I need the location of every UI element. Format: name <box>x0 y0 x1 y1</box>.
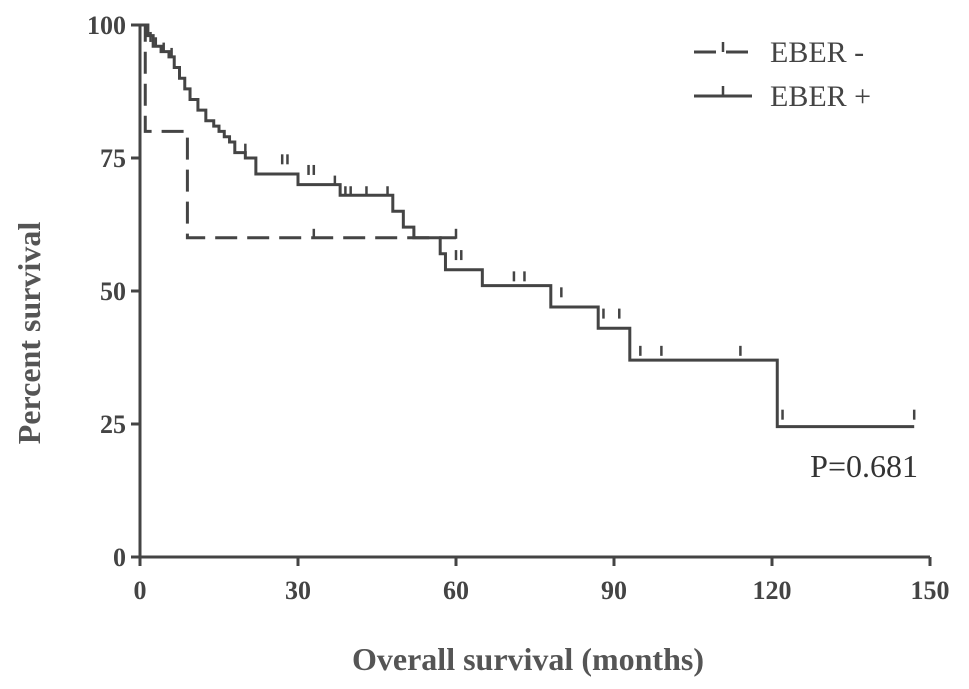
x-tick-label: 90 <box>601 576 627 605</box>
survival-curves <box>140 23 916 429</box>
x-tick-label: 0 <box>134 576 147 605</box>
survival-curve-eber-positive <box>140 23 915 429</box>
x-tick-label: 150 <box>911 576 950 605</box>
y-tick-label: 25 <box>100 410 126 439</box>
x-tick-label: 120 <box>753 576 792 605</box>
y-tick-label: 0 <box>113 543 126 572</box>
x-tick-label: 60 <box>443 576 469 605</box>
survival-curve-eber-negative <box>140 23 456 240</box>
y-tick-label: 75 <box>100 144 126 173</box>
x-axis-title: Overall survival (months) <box>352 641 704 677</box>
legend-label: EBER + <box>770 80 871 113</box>
p-value-annotation: P=0.681 <box>810 448 918 484</box>
y-tick-label: 50 <box>100 277 126 306</box>
x-tick-label: 30 <box>285 576 311 605</box>
legend: EBER - EBER + <box>694 36 871 113</box>
ticks: 0 30 60 90 120 150 0 25 50 75 100 <box>87 11 950 605</box>
legend-label: EBER - <box>770 36 864 69</box>
y-tick-label: 100 <box>87 11 126 40</box>
y-axis-title: Percent survival <box>11 222 47 445</box>
